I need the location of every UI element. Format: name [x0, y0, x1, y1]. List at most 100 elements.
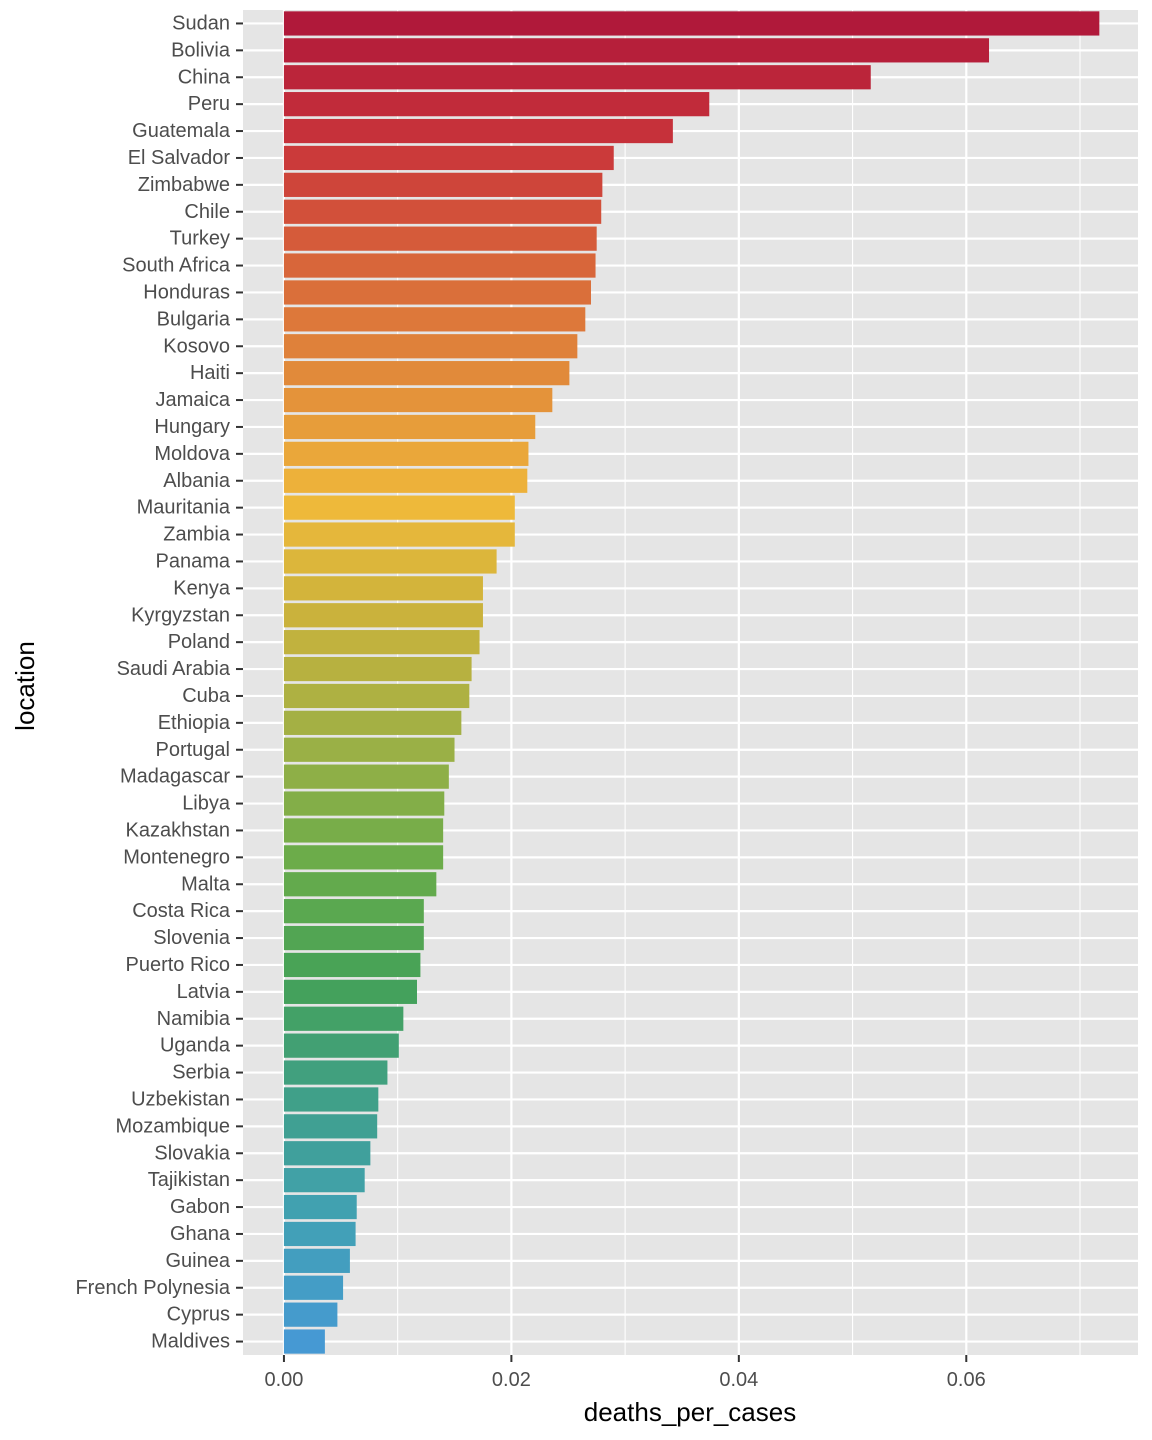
bar-costa-rica: [283, 899, 424, 924]
y-tick-label: Kazakhstan: [125, 819, 230, 841]
bar-madagascar: [283, 764, 449, 789]
y-tick-label: China: [178, 66, 231, 88]
y-tick-label: Malta: [181, 873, 231, 895]
y-tick-label: Poland: [168, 631, 230, 653]
bar-china: [283, 65, 871, 90]
bar-serbia: [283, 1060, 388, 1085]
y-tick-label: Panama: [156, 550, 231, 572]
bar-namibia: [283, 1006, 404, 1031]
y-tick-label: Turkey: [170, 228, 230, 250]
bar-sudan: [283, 11, 1100, 36]
bar-ghana: [283, 1221, 356, 1247]
y-tick-label: Gabon: [170, 1196, 230, 1218]
y-tick-label: Maldives: [151, 1331, 230, 1353]
y-tick-label: Tajikistan: [148, 1169, 230, 1191]
bar-uzbekistan: [283, 1087, 379, 1112]
bar-el-salvador: [283, 145, 614, 171]
y-tick-label: Mozambique: [115, 1115, 230, 1137]
y-tick-label: Kosovo: [163, 335, 230, 357]
y-tick-label: Slovakia: [154, 1142, 230, 1164]
bar-cyprus: [283, 1302, 338, 1327]
bar-hungary: [283, 414, 536, 440]
bar-puerto-rico: [283, 952, 421, 978]
bar-panama: [283, 549, 497, 574]
bar-latvia: [283, 979, 417, 1004]
bar-mauritania: [283, 495, 515, 520]
bar-poland: [283, 630, 480, 655]
y-tick-label: Jamaica: [156, 389, 231, 411]
y-tick-label: Latvia: [177, 981, 231, 1003]
bar-albania: [283, 468, 528, 493]
bar-kenya: [283, 576, 483, 601]
x-tick-label: 0.06: [947, 1369, 986, 1391]
bar-tajikistan: [283, 1168, 365, 1193]
y-tick-label: Kyrgyzstan: [131, 604, 230, 626]
bar-bulgaria: [283, 307, 586, 332]
y-tick-label: Bolivia: [171, 39, 231, 61]
bar-guatemala: [283, 118, 673, 144]
y-tick-label: Haiti: [190, 362, 230, 384]
bar-gabon: [283, 1194, 357, 1220]
bar-french-polynesia: [283, 1275, 344, 1300]
y-tick-label: Cuba: [182, 685, 231, 707]
y-tick-label: Kenya: [173, 577, 231, 599]
x-tick-label: 0.02: [492, 1369, 531, 1391]
y-tick-label: Uzbekistan: [131, 1088, 230, 1110]
bar-uganda: [283, 1033, 399, 1058]
bar-guinea: [283, 1248, 350, 1273]
y-tick-label: Zambia: [163, 524, 231, 546]
bar-turkey: [283, 226, 597, 251]
y-tick-label: Peru: [188, 93, 230, 115]
y-tick-label: Ghana: [170, 1223, 231, 1245]
y-tick-label: Cyprus: [167, 1304, 230, 1326]
bar-saudi-arabia: [283, 656, 472, 682]
y-tick-label: Mauritania: [137, 497, 231, 519]
bar-zimbabwe: [283, 172, 603, 197]
y-tick-label: Zimbabwe: [138, 174, 230, 196]
bar-haiti: [283, 361, 570, 386]
y-tick-label: Madagascar: [120, 766, 230, 788]
y-tick-label: Ethiopia: [158, 712, 231, 734]
y-tick-label: Honduras: [143, 281, 230, 303]
y-tick-label: Saudi Arabia: [117, 658, 231, 680]
y-tick-label: El Salvador: [128, 147, 231, 169]
y-tick-label: Hungary: [154, 416, 230, 438]
bar-chile: [283, 199, 602, 224]
x-axis-title: deaths_per_cases: [584, 1397, 796, 1427]
y-tick-label: Uganda: [160, 1035, 231, 1057]
bar-zambia: [283, 522, 515, 547]
y-tick-label: Chile: [184, 201, 230, 223]
bar-cuba: [283, 683, 470, 709]
y-tick-label: Guatemala: [132, 120, 231, 142]
bar-honduras: [283, 280, 591, 305]
y-tick-label: Libya: [182, 793, 231, 815]
bar-bolivia: [283, 38, 990, 63]
bar-libya: [283, 791, 445, 816]
bar-south-africa: [283, 253, 596, 278]
bar-malta: [283, 872, 437, 897]
bar-slovenia: [283, 925, 424, 951]
bar-mozambique: [283, 1114, 378, 1139]
x-tick-label: 0.04: [719, 1369, 758, 1391]
bar-montenegro: [283, 845, 444, 870]
y-tick-label: Bulgaria: [157, 308, 231, 330]
y-tick-label: Montenegro: [123, 846, 230, 868]
y-axis-title: location: [10, 641, 40, 731]
y-tick-label: Puerto Rico: [126, 954, 231, 976]
bar-portugal: [283, 737, 455, 762]
bar-kazakhstan: [283, 818, 444, 843]
y-tick-label: Serbia: [172, 1062, 231, 1084]
y-tick-label: South Africa: [122, 255, 231, 277]
y-tick-label: Portugal: [156, 739, 231, 761]
bar-maldives: [283, 1329, 325, 1354]
y-tick-label: Albania: [163, 470, 231, 492]
y-tick-label: Sudan: [172, 12, 230, 34]
y-tick-label: Guinea: [166, 1250, 231, 1272]
bar-kosovo: [283, 334, 578, 359]
y-tick-label: Namibia: [157, 1008, 231, 1030]
y-tick-label: Slovenia: [153, 927, 231, 949]
bar-jamaica: [283, 387, 553, 413]
y-axis: Sudan Bolivia China Peru Guatemala El Salvado…: [75, 12, 243, 1353]
bar-slovakia: [283, 1141, 371, 1166]
